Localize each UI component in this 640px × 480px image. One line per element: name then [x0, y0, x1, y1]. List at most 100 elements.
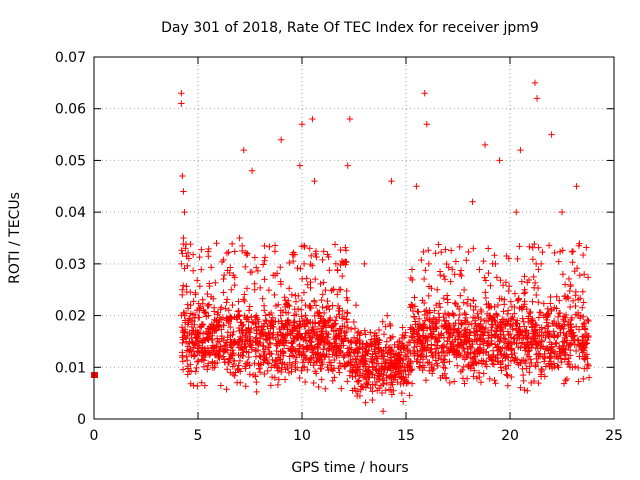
data-point-cloud — [457, 267, 465, 274]
data-point-cloud — [553, 321, 560, 329]
data-point-cloud — [214, 338, 222, 346]
data-point-cloud — [211, 316, 218, 323]
data-point-cloud — [341, 323, 348, 330]
data-point-cloud — [435, 310, 442, 317]
data-point-cloud — [357, 329, 365, 337]
data-point — [581, 353, 589, 361]
data-point-cloud — [520, 334, 527, 342]
data-point-cloud — [255, 365, 263, 373]
data-point-cloud — [516, 243, 523, 250]
data-point-cloud — [344, 360, 351, 367]
data-point-cloud — [410, 337, 418, 344]
data-point-cloud — [186, 329, 193, 337]
data-point-cloud — [337, 348, 344, 355]
data-point-cloud — [224, 334, 231, 341]
data-point-cloud — [451, 271, 458, 278]
data-point-cloud — [567, 281, 574, 289]
data-point-cloud — [498, 367, 505, 374]
data-point-cloud — [338, 385, 345, 392]
data-point-cloud — [507, 347, 515, 354]
data-point-cloud — [216, 314, 223, 321]
data-point — [456, 271, 464, 278]
data-point-cloud — [245, 324, 252, 332]
data-point-cloud — [482, 294, 490, 302]
data-point-cloud — [432, 357, 439, 364]
data-point-cloud — [351, 361, 358, 369]
data-point-cloud — [294, 327, 301, 335]
data-point-cloud — [236, 357, 244, 365]
data-point-cloud — [524, 351, 531, 359]
data-point-cloud — [307, 284, 314, 292]
data-point-cloud — [274, 301, 282, 308]
data-point-cloud — [556, 309, 564, 317]
data-point-cloud — [302, 336, 310, 344]
data-point-cloud — [584, 316, 591, 324]
data-point-cloud — [547, 300, 554, 307]
data-point-cloud — [277, 278, 284, 285]
data-point-cloud — [198, 266, 205, 273]
data-point — [346, 115, 354, 123]
data-point — [242, 338, 250, 345]
data-point-cloud — [536, 309, 543, 316]
data-point-cloud — [336, 359, 343, 367]
data-point-cloud — [326, 306, 333, 313]
data-point-cloud — [497, 347, 504, 355]
data-point-cloud — [584, 274, 592, 281]
y-tick-label: 0.02 — [55, 309, 86, 325]
data-point-cloud — [544, 323, 551, 330]
data-point-cloud — [480, 257, 487, 265]
data-point-cloud — [379, 351, 386, 359]
data-point-cloud — [569, 332, 576, 340]
data-point-cloud — [497, 359, 504, 367]
data-point-cloud — [470, 296, 477, 304]
data-point-cloud — [332, 340, 339, 347]
data-point-cloud — [496, 295, 503, 302]
data-point-cloud — [362, 348, 370, 355]
data-point-cloud — [312, 275, 319, 283]
data-point-cloud — [538, 336, 545, 344]
data-point-cloud — [521, 273, 528, 280]
data-point-cloud — [345, 359, 352, 366]
data-point-cloud — [503, 371, 510, 378]
data-point-cloud — [332, 317, 339, 324]
data-point-cloud — [230, 360, 238, 368]
data-point-cloud — [535, 266, 542, 273]
data-point-cloud — [432, 350, 439, 358]
data-point-cloud — [493, 327, 500, 335]
data-point-cloud — [209, 336, 216, 344]
data-point-cloud — [559, 271, 567, 278]
data-point-cloud — [465, 361, 472, 368]
data-point-cloud — [414, 308, 421, 315]
data-point — [384, 312, 391, 319]
data-point-cloud — [476, 266, 483, 273]
data-point-cloud — [233, 314, 240, 321]
data-point-cloud — [351, 325, 359, 332]
data-point — [221, 358, 229, 366]
data-point-cloud — [196, 283, 204, 290]
data-point-cloud — [546, 333, 554, 340]
data-point-cloud — [353, 392, 361, 400]
data-point-cloud — [244, 314, 251, 321]
data-point-cloud — [579, 288, 587, 295]
data-point-cloud — [179, 339, 186, 347]
data-point-cloud — [574, 309, 582, 316]
data-point-cloud — [306, 245, 313, 252]
data-point-cloud — [333, 346, 341, 354]
data-point-cloud — [535, 379, 542, 387]
data-point-cloud — [274, 367, 282, 374]
data-point-cloud — [242, 263, 249, 271]
data-point-cloud — [345, 351, 352, 358]
data-point-cloud — [300, 343, 307, 351]
data-point-cloud — [380, 377, 388, 384]
data-point-cloud — [531, 240, 538, 248]
data-point-cloud — [256, 369, 264, 376]
data-point-cloud — [292, 298, 300, 305]
data-point — [181, 312, 188, 319]
data-point-cloud — [225, 307, 233, 314]
y-tick-label: 0.05 — [55, 153, 86, 169]
data-point-cloud — [329, 302, 336, 309]
data-point-cloud — [277, 312, 284, 319]
data-point-cloud — [493, 274, 501, 281]
data-point-cloud — [473, 326, 480, 334]
data-point-cloud — [351, 349, 358, 357]
